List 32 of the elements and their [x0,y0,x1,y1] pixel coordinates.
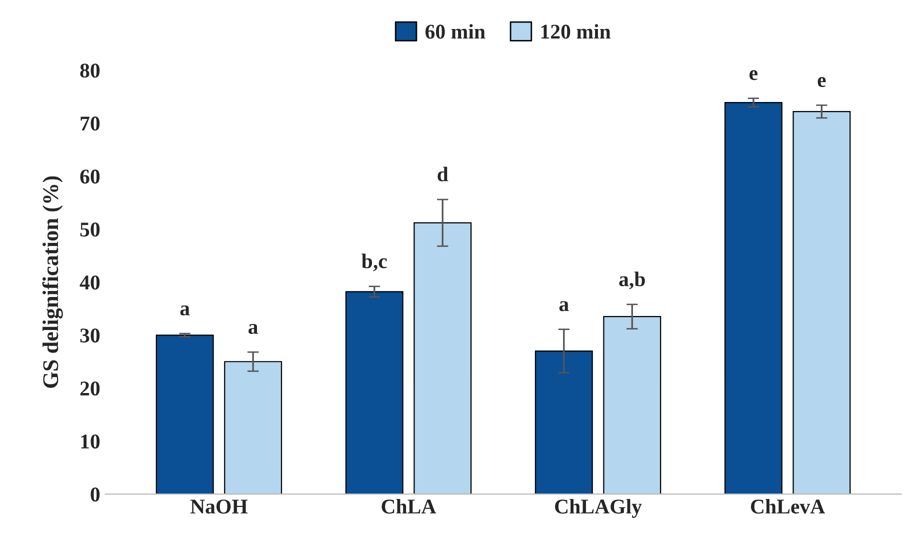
y-axis-title: GS delignification (%) [42,176,63,388]
bar [345,291,404,494]
legend-label: 120 min [541,24,611,39]
y-tick-label: 80 [80,64,100,78]
y-tick-label: 60 [80,170,100,184]
y-tick-label: 30 [80,328,100,343]
legend-label: 60 min [425,24,486,39]
bar [724,102,782,494]
x-tick-label: NaOH [190,500,248,514]
x-tick-label: ChLAGly [555,498,642,518]
bar [603,316,662,494]
y-tick-label: 20 [80,382,100,396]
x-tick-label: ChLA [382,498,436,514]
y-tick-label: 50 [80,222,100,237]
bar [534,350,593,494]
data-label: e [818,77,826,88]
data-label: a [180,305,190,316]
y-tick-label: 40 [80,276,100,290]
x-tick-label: ChLevA [750,498,826,514]
data-label: b,c [362,254,387,272]
bar [156,334,214,494]
y-tick-label: 70 [80,116,100,131]
data-label: a,b [619,272,645,290]
bar [792,110,851,494]
data-label: d [438,166,448,182]
data-label: e [750,70,758,80]
data-label: a [248,324,258,334]
bar [224,361,282,494]
y-tick-label: 0 [90,487,100,502]
data-label: a [559,301,569,312]
bar [414,222,472,494]
y-tick-label: 10 [81,434,100,449]
